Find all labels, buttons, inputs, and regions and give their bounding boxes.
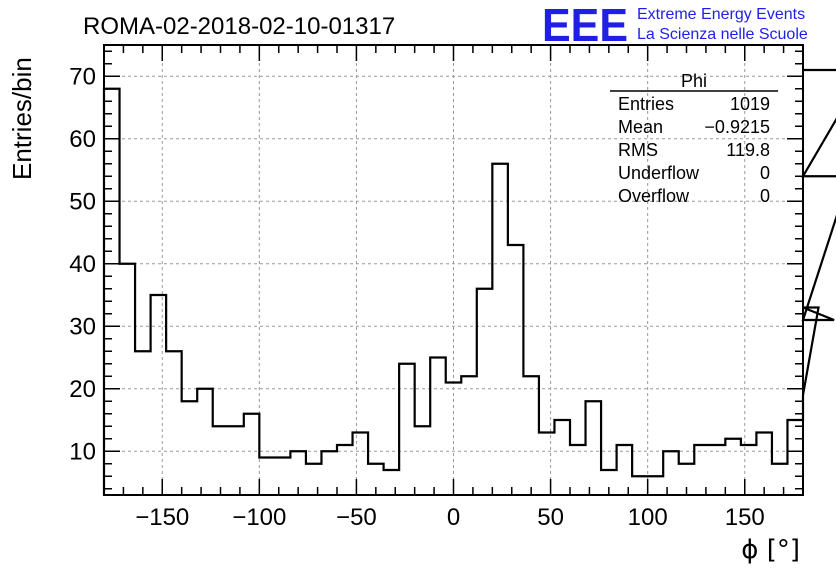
x-tick-label: 100	[628, 504, 668, 531]
stats-label-entries: Entries	[618, 94, 674, 114]
plot-frame	[103, 44, 804, 496]
axis-ticks	[104, 45, 803, 495]
stats-label-mean: Mean	[618, 117, 663, 137]
stats-box: Phi Entries 1019 Mean −0.9215 RMS 119.8 …	[610, 71, 778, 206]
histogram-series-line	[102, 68, 836, 495]
grid-lines	[104, 45, 803, 495]
logo-letters: EEE	[542, 0, 628, 51]
y-axis-label: Entries/bin	[7, 57, 37, 180]
y-tick-label: 50	[69, 188, 96, 215]
stats-value-rms: 119.8	[726, 140, 770, 160]
x-tick-label: 0	[447, 504, 460, 531]
stats-value-mean: −0.9215	[704, 117, 770, 137]
chart-title: ROMA-02-2018-02-10-01317	[83, 13, 395, 40]
stats-value-overflow: 0	[760, 186, 770, 206]
x-tick-label: −100	[232, 504, 286, 531]
x-tick-label: −50	[336, 504, 377, 531]
y-tick-label: 40	[69, 251, 96, 278]
stats-value-entries: 1019	[730, 94, 770, 114]
stats-label-rms: RMS	[618, 140, 658, 160]
stats-label-overflow: Overflow	[618, 186, 690, 206]
x-tick-label: 50	[537, 504, 564, 531]
x-tick-label: −150	[135, 504, 189, 531]
stats-label-underflow: Underflow	[618, 163, 700, 183]
logo-line1: Extreme Energy Events	[637, 6, 805, 23]
x-tick-label: 150	[725, 504, 765, 531]
y-tick-label: 10	[69, 438, 96, 465]
x-axis-label: ϕ [°]	[741, 535, 800, 565]
stats-value-underflow: 0	[760, 163, 770, 183]
y-tick-label: 20	[69, 376, 96, 403]
y-tick-label: 30	[69, 313, 96, 340]
logo-line2: La Scienza nelle Scuole	[637, 26, 808, 43]
tick-labels: −150 −100 −50 0 50 100 150 10 20 30 40 50 60 70	[69, 63, 764, 531]
y-tick-label: 70	[69, 63, 96, 90]
y-tick-label: 60	[69, 126, 96, 153]
stats-title: Phi	[681, 71, 707, 91]
